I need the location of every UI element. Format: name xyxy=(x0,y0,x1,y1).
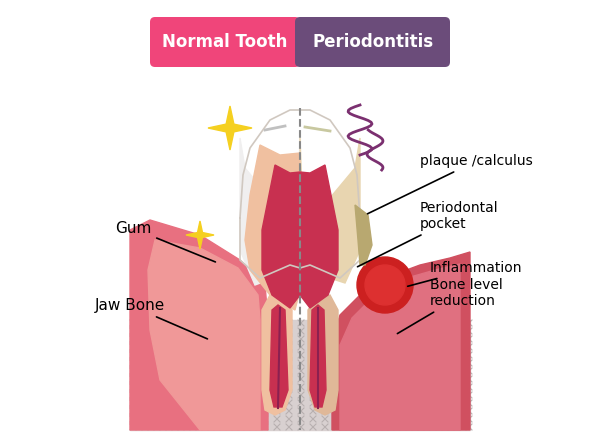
Text: Periodontitis: Periodontitis xyxy=(313,33,434,51)
Polygon shape xyxy=(310,305,326,407)
Polygon shape xyxy=(332,252,470,430)
Text: Inflammation: Inflammation xyxy=(407,261,523,286)
Text: Jaw Bone: Jaw Bone xyxy=(95,298,208,339)
Text: Normal Tooth: Normal Tooth xyxy=(163,33,287,51)
Polygon shape xyxy=(130,220,268,430)
Polygon shape xyxy=(208,106,252,150)
Polygon shape xyxy=(130,320,470,430)
Polygon shape xyxy=(245,145,300,310)
Polygon shape xyxy=(240,138,300,285)
Polygon shape xyxy=(300,165,338,308)
Polygon shape xyxy=(262,295,292,415)
Polygon shape xyxy=(262,165,300,308)
Polygon shape xyxy=(186,221,214,249)
FancyBboxPatch shape xyxy=(295,17,450,67)
Text: Gum: Gum xyxy=(115,221,215,262)
FancyBboxPatch shape xyxy=(150,17,300,67)
Polygon shape xyxy=(340,264,460,430)
Text: plaque /calculus: plaque /calculus xyxy=(367,154,533,214)
Polygon shape xyxy=(148,240,260,430)
Polygon shape xyxy=(355,205,372,265)
Polygon shape xyxy=(300,138,360,283)
Text: Bone level
reduction: Bone level reduction xyxy=(397,278,503,334)
Text: Periodontal
pocket: Periodontal pocket xyxy=(358,201,499,267)
Circle shape xyxy=(365,265,405,305)
Circle shape xyxy=(357,257,413,313)
Polygon shape xyxy=(308,295,338,415)
Polygon shape xyxy=(270,305,288,407)
